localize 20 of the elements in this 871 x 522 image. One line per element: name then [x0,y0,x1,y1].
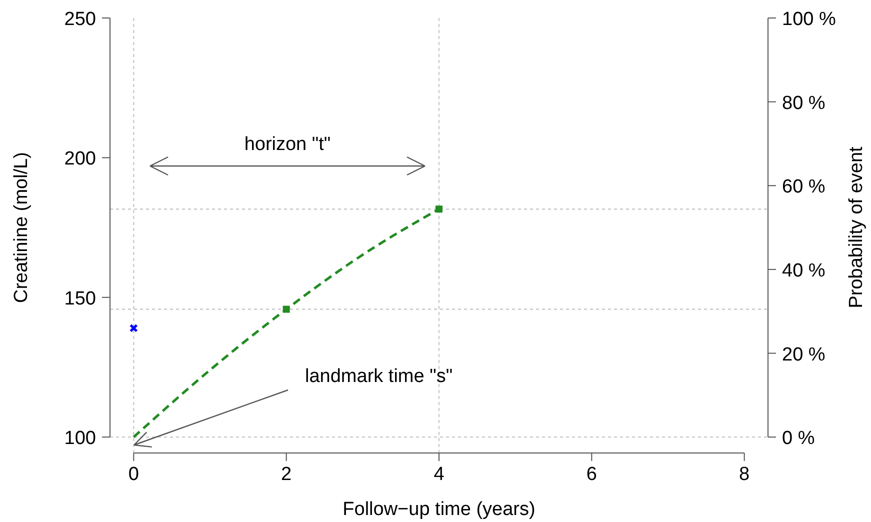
annotation: landmark time "s" [305,366,453,387]
x-tick-label: 4 [434,464,445,485]
y-tick-label: 200 [64,148,96,170]
annotation: horizon "t" [244,134,331,155]
y2-tick-label: 40 % [782,260,826,282]
x-axis-title: Follow−up time (years) [342,499,536,520]
y-tick-label: 250 [64,9,96,30]
y-tick-label: 150 [64,288,96,310]
x-tick-label: 0 [128,464,139,485]
y2-tick-label: 60 % [782,176,826,198]
x-tick-label: 6 [586,464,597,485]
x-tick-label: 8 [739,464,750,485]
y2-tick-label: 100 % [782,9,836,30]
y2-tick-label: 80 % [782,92,826,114]
y2-tick-label: 20 % [782,344,826,366]
x-tick-label: 2 [281,464,292,485]
y2-tick-label: 0 % [782,428,815,450]
y-axis-title: Creatinine (mol/L) [11,152,32,303]
y2-axis-title: Probability of event [846,146,867,308]
y-tick-label: 100 [64,428,96,450]
